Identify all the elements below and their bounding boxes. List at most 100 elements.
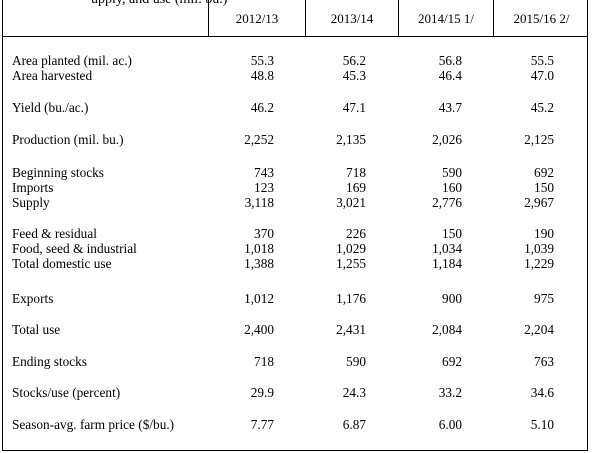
- row-group: Stocks/use (percent) 29.9 24.3 33.2 34.6: [3, 385, 587, 400]
- cell-value: 47.0: [530, 68, 554, 83]
- row-label: Ending stocks: [12, 354, 87, 369]
- cell-value: 1,039: [524, 241, 554, 256]
- cell-value: 1,034: [432, 241, 462, 256]
- column-divider: [398, 0, 399, 36]
- cell-value: 47.1: [342, 100, 366, 115]
- cell-value: 370: [254, 226, 274, 241]
- cell-value: 763: [534, 354, 554, 369]
- column-header: 2012/13: [235, 11, 279, 26]
- cell-value: 718: [346, 165, 366, 180]
- row-label: Imports: [12, 180, 54, 195]
- cell-value: 1,229: [524, 256, 554, 271]
- cell-value: 2,431: [336, 322, 366, 337]
- table-header: 2012/13 2013/14 2014/15 1/ 2015/16 2/: [3, 0, 587, 37]
- table-row: Food, seed & industrial 1,018 1,029 1,034 1,…: [3, 241, 587, 256]
- cell-value: 33.2: [438, 385, 462, 400]
- cell-value: 123: [254, 180, 274, 195]
- cell-value: 1,255: [336, 256, 366, 271]
- row-label: Yield (bu./ac.): [12, 100, 89, 115]
- cell-value: 2,125: [524, 132, 554, 147]
- cell-value: 718: [254, 354, 274, 369]
- cell-value: 1,018: [244, 241, 274, 256]
- column-header: 2014/15 1/: [418, 11, 474, 26]
- cell-value: 1,184: [432, 256, 462, 271]
- table-row: Area planted (mil. ac.) 55.3 56.2 56.8 55.5: [3, 53, 587, 68]
- column-header: 2013/14: [330, 11, 374, 26]
- cell-value: 56.2: [342, 53, 366, 68]
- table-row: Ending stocks 718 590 692 763: [3, 354, 587, 369]
- row-label: Area harvested: [12, 68, 93, 83]
- cell-value: 1,176: [336, 291, 366, 306]
- table-row: Total domestic use 1,388 1,255 1,184 1,229: [3, 256, 587, 271]
- column-header: 2015/16 2/: [513, 11, 570, 26]
- cell-value: 2,252: [244, 132, 274, 147]
- row-group: Exports 1,012 1,176 900 975: [3, 291, 587, 306]
- cell-value: 6.00: [438, 417, 462, 432]
- row-label: Total use: [12, 322, 61, 337]
- table-row: Season-avg. farm price ($/bu.) 7.77 6.87 6.…: [3, 417, 587, 432]
- row-label: Food, seed & industrial: [12, 241, 137, 256]
- cell-value: 590: [442, 165, 462, 180]
- cell-value: 1,388: [244, 256, 274, 271]
- row-group: Yield (bu./ac.) 46.2 47.1 43.7 45.2: [3, 100, 587, 115]
- cell-value: 2,204: [524, 322, 554, 337]
- cell-value: 226: [346, 226, 366, 241]
- row-group: Feed & residual 370 226 150 190 Food, seed & …: [3, 226, 587, 271]
- cell-value: 1,012: [244, 291, 274, 306]
- cell-value: 24.3: [342, 385, 366, 400]
- row-label: Total domestic use: [12, 256, 112, 271]
- cell-value: 2,776: [432, 195, 462, 210]
- table-row: Imports 123 169 160 150: [3, 180, 587, 195]
- row-group: Production (mil. bu.) 2,252 2,135 2,026 2,12…: [3, 132, 587, 147]
- cell-value: 1,029: [336, 241, 366, 256]
- table-row: Stocks/use (percent) 29.9 24.3 33.2 34.6: [3, 385, 587, 400]
- table-row: Area harvested 48.8 45.3 46.4 47.0: [3, 68, 587, 83]
- cell-value: 160: [442, 180, 462, 195]
- cell-value: 2,084: [432, 322, 462, 337]
- cell-value: 43.7: [438, 100, 462, 115]
- cell-value: 3,118: [244, 195, 274, 210]
- row-label: Area planted (mil. ac.): [12, 53, 132, 68]
- cell-value: 150: [442, 226, 462, 241]
- cell-value: 45.3: [342, 68, 366, 83]
- cell-value: 7.77: [250, 417, 274, 432]
- row-group: Area planted (mil. ac.) 55.3 56.2 56.8 55.5 A…: [3, 53, 587, 83]
- table-row: Beginning stocks 743 718 590 692: [3, 165, 587, 180]
- row-group: Ending stocks 718 590 692 763: [3, 354, 587, 369]
- table-row: Exports 1,012 1,176 900 975: [3, 291, 587, 306]
- cell-value: 2,967: [524, 195, 554, 210]
- cell-value: 2,135: [336, 132, 366, 147]
- row-label: Stocks/use (percent): [12, 385, 121, 400]
- table-row: Total use 2,400 2,431 2,084 2,204: [3, 322, 587, 337]
- row-label: Beginning stocks: [12, 165, 104, 180]
- cell-value: 6.87: [342, 417, 366, 432]
- row-label: Feed & residual: [12, 226, 97, 241]
- table-title: upply, and use (mil. bu.): [91, 0, 227, 8]
- cell-value: 2,026: [432, 132, 462, 147]
- cell-value: 29.9: [250, 385, 274, 400]
- row-label: Season-avg. farm price ($/bu.): [12, 417, 175, 432]
- cell-value: 2,400: [244, 322, 274, 337]
- column-divider: [305, 0, 306, 36]
- row-group: Total use 2,400 2,431 2,084 2,204: [3, 322, 587, 337]
- cell-value: 56.8: [438, 53, 462, 68]
- row-label: Supply: [12, 195, 50, 210]
- table-row: Feed & residual 370 226 150 190: [3, 226, 587, 241]
- column-divider: [493, 0, 494, 36]
- cell-value: 55.5: [530, 53, 554, 68]
- cell-value: 590: [346, 354, 366, 369]
- cell-value: 45.2: [530, 100, 554, 115]
- cell-value: 150: [534, 180, 554, 195]
- cell-value: 900: [442, 291, 462, 306]
- cell-value: 692: [534, 165, 554, 180]
- cell-value: 975: [534, 291, 554, 306]
- cell-value: 34.6: [530, 385, 554, 400]
- row-label: Exports: [12, 291, 54, 306]
- table-row: Yield (bu./ac.) 46.2 47.1 43.7 45.2: [3, 100, 587, 115]
- cell-value: 743: [254, 165, 274, 180]
- row-group: Season-avg. farm price ($/bu.) 7.77 6.87 6.…: [3, 417, 587, 432]
- table-row: Supply 3,118 3,021 2,776 2,967: [3, 195, 587, 210]
- cell-value: 3,021: [336, 195, 366, 210]
- cell-value: 692: [442, 354, 462, 369]
